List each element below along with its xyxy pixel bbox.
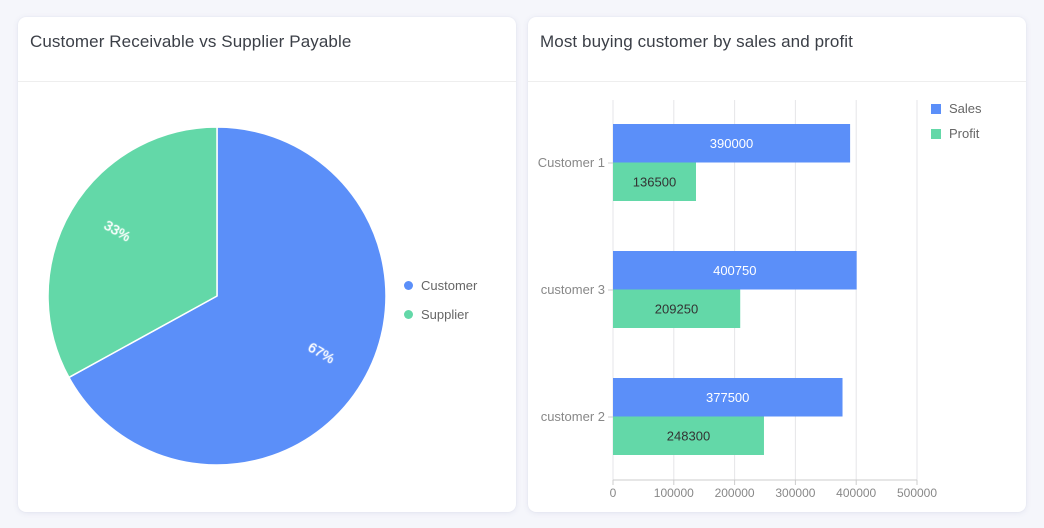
- svg-text:377500: 377500: [706, 390, 749, 405]
- svg-text:500000: 500000: [897, 486, 937, 500]
- svg-text:0: 0: [610, 486, 617, 500]
- svg-text:136500: 136500: [633, 175, 676, 190]
- svg-text:209250: 209250: [655, 302, 698, 317]
- svg-text:Customer 1: Customer 1: [538, 155, 605, 170]
- svg-text:Profit: Profit: [949, 126, 980, 141]
- svg-text:390000: 390000: [710, 136, 753, 151]
- svg-text:400750: 400750: [713, 263, 756, 278]
- svg-text:100000: 100000: [654, 486, 694, 500]
- svg-text:200000: 200000: [715, 486, 755, 500]
- svg-text:customer 2: customer 2: [541, 409, 605, 424]
- svg-text:300000: 300000: [775, 486, 815, 500]
- svg-text:248300: 248300: [667, 429, 710, 444]
- svg-text:Sales: Sales: [949, 101, 982, 116]
- svg-text:400000: 400000: [836, 486, 876, 500]
- svg-text:customer 3: customer 3: [541, 282, 605, 297]
